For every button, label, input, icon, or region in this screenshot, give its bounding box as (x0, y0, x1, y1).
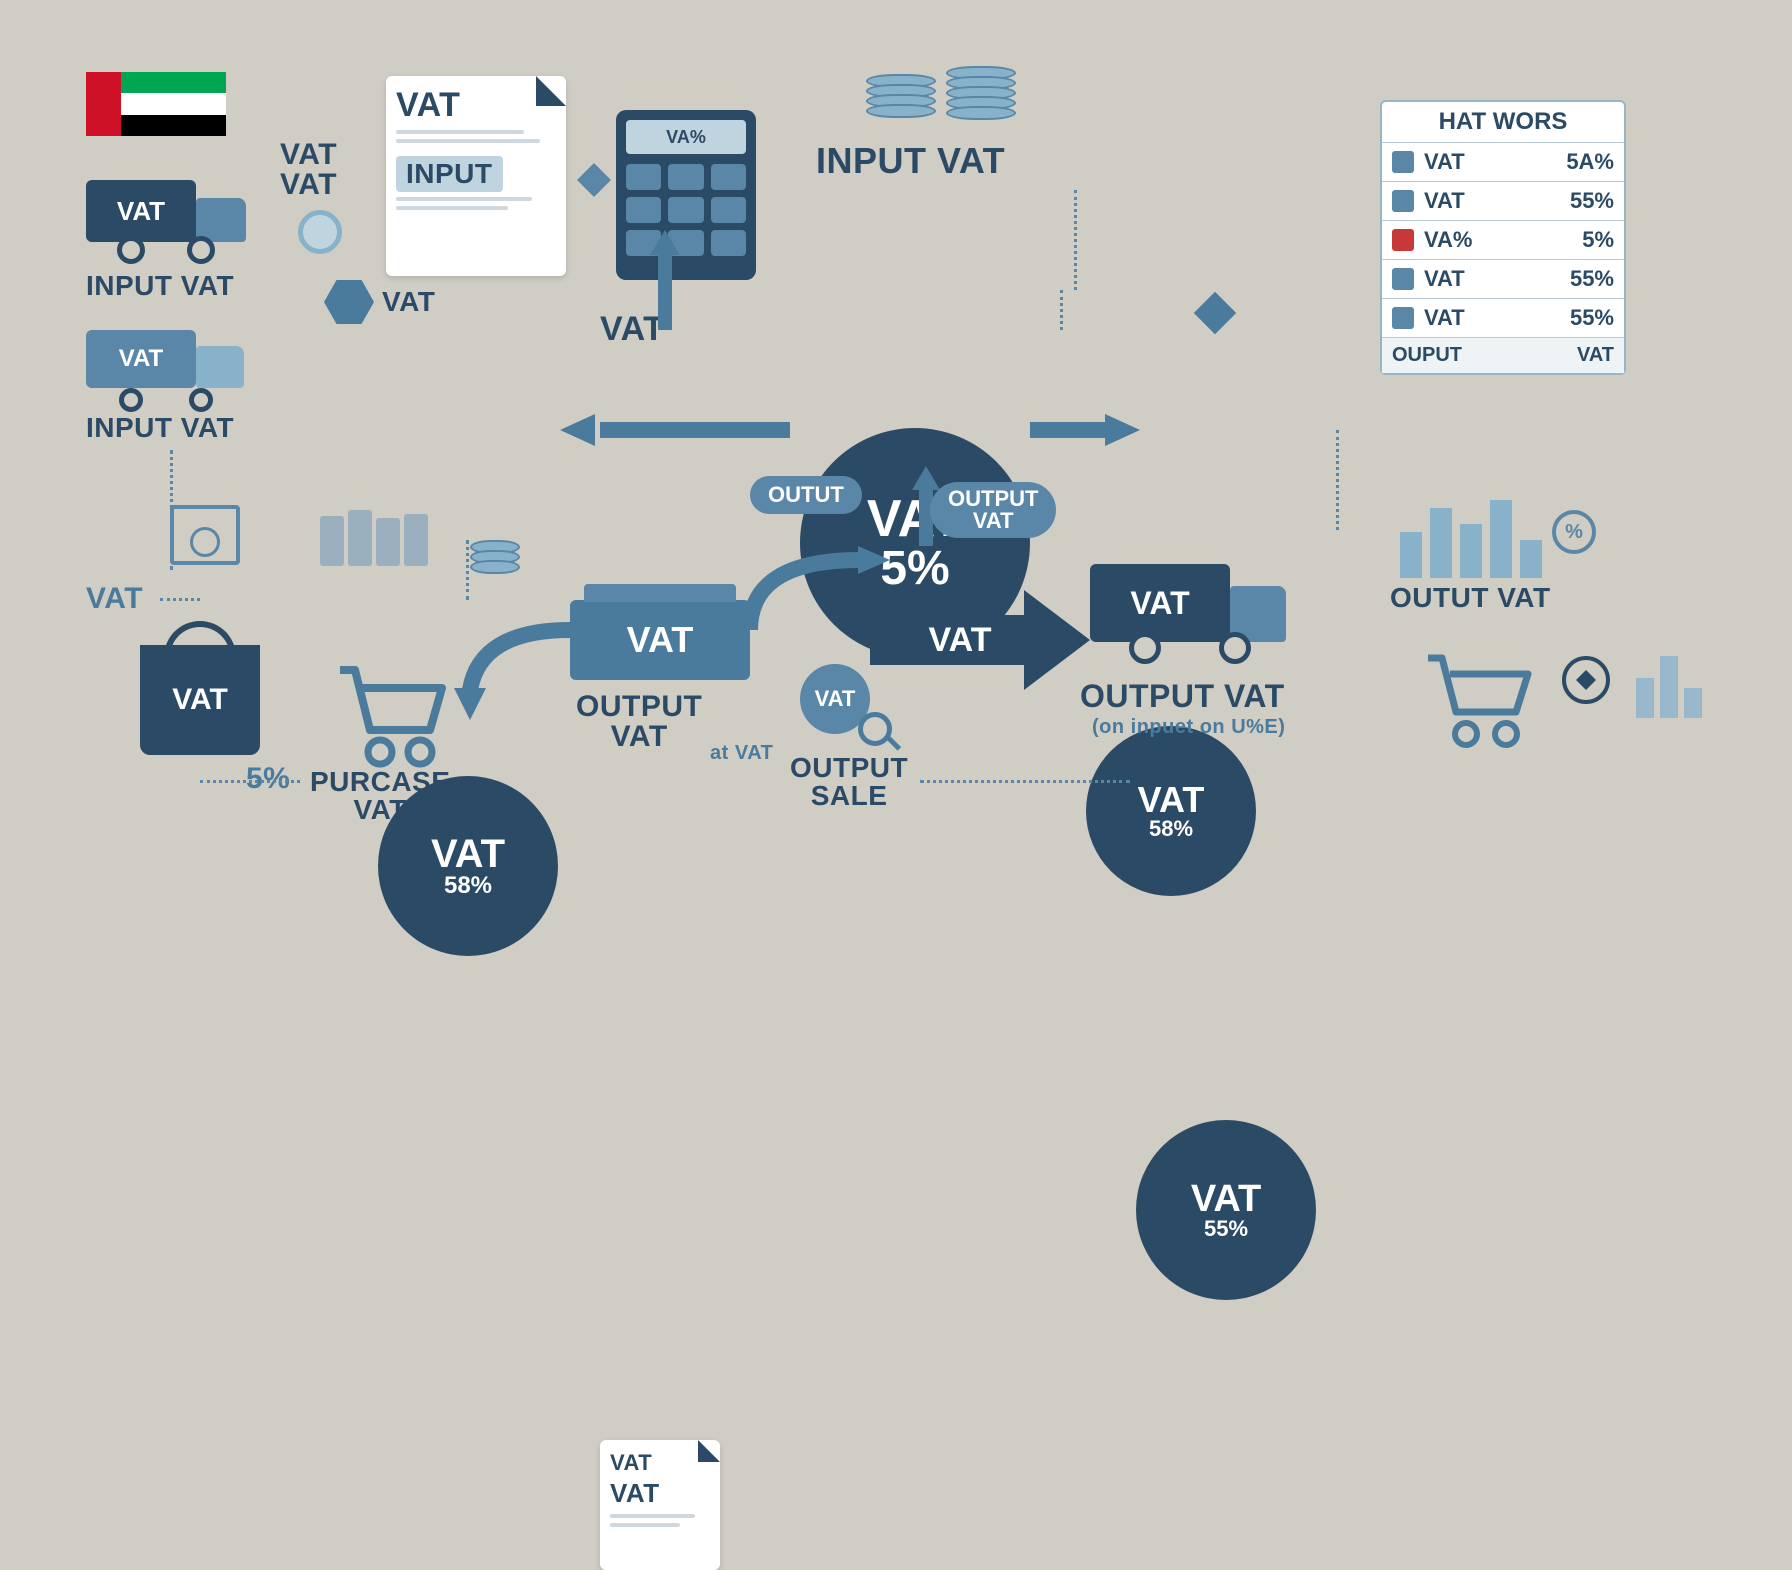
bar-chart-icon (1400, 498, 1542, 578)
dotted-h-left (160, 598, 200, 601)
small-cart-icon (1420, 650, 1540, 755)
truck-input-2: VAT (86, 330, 246, 398)
right-gear-1: VAT 58% (1086, 726, 1256, 896)
vat-table: HAT WORS VAT 5A% VAT 55% VA% 5% VAT 55% … (1380, 100, 1626, 375)
table-header: HAT WORS (1382, 102, 1624, 143)
output-sale-label: OUTPUT SALE (790, 754, 908, 810)
truck-output: VAT (1090, 564, 1290, 650)
hexagon-vat (324, 280, 374, 324)
five-percent-label: 5% (246, 762, 290, 796)
input-vat-label-1: INPUT VAT (86, 270, 234, 302)
vat-vat-label: VAT VAT (280, 140, 337, 200)
small-bars-icon (1636, 648, 1702, 718)
dotted-right-1 (1336, 430, 1339, 530)
basket-icon (170, 505, 240, 565)
at-vat-label: at VAT (710, 742, 773, 765)
table-row: VAT 55% (1382, 299, 1624, 338)
percent-bubble: % (1552, 510, 1596, 554)
arrow-curved-left (440, 610, 580, 720)
vat-tray-top (584, 584, 736, 602)
diamond-connector (577, 163, 611, 197)
table-row: OUPUT VAT (1382, 338, 1624, 373)
dotted-left-gear-down (466, 540, 469, 600)
output-vat-right-label: OUTUT VAT (1390, 582, 1551, 614)
table-row: VA% 5% (1382, 221, 1624, 260)
output-pill: OUTUT (750, 476, 862, 514)
small-vat-doc: VAT VAT (600, 1440, 720, 1570)
input-vat-label-2: INPUT VAT (86, 412, 234, 444)
vat-document: VAT INPUT (386, 76, 566, 276)
output-vat-label-under: OUTPUT VAT (576, 692, 702, 752)
arrow-curved-right (740, 540, 890, 640)
right-gear-2: VAT 55% (1136, 1120, 1316, 1300)
coin-stack-1 (866, 74, 936, 118)
diamond-right (1194, 292, 1236, 334)
dotted-right-2 (1060, 290, 1063, 330)
coin-icon (298, 210, 342, 254)
arrow-left (560, 400, 790, 460)
server-icon (470, 540, 520, 584)
shopping-bag: VAT (140, 645, 260, 755)
truck-input-1: VAT (86, 180, 246, 250)
cart-badge-icon (1562, 656, 1610, 704)
input-vat-top-label: INPUT VAT (816, 140, 1005, 182)
uae-flag (86, 72, 226, 136)
dotted-right-gears (1074, 190, 1077, 290)
subline-label: (on inpuet on U%E) (1092, 716, 1285, 739)
dotted-bottom (920, 780, 1130, 783)
dotted-bottom-2 (200, 780, 300, 783)
table-row: VAT 55% (1382, 260, 1624, 299)
purcase-vat-label: PURCASE VAT (310, 768, 450, 824)
output-vat-pill: OUTPUT VAT (930, 482, 1056, 538)
coin-stack-2 (946, 66, 1016, 120)
output-vat-truck-label: OUTPUT VAT (1080, 678, 1285, 715)
paper-stack-icon (320, 506, 450, 566)
magnifier-handle (885, 734, 901, 750)
vat-label-small: VAT (86, 582, 143, 616)
vat-under-doc: VAT (382, 286, 435, 318)
vat-tray: VAT (570, 600, 750, 680)
arrow-right (1030, 400, 1140, 460)
table-row: VAT 55% (1382, 182, 1624, 221)
table-row: VAT 5A% (1382, 143, 1624, 182)
shopping-cart-icon (330, 660, 450, 775)
arrow-up-1 (630, 230, 700, 330)
